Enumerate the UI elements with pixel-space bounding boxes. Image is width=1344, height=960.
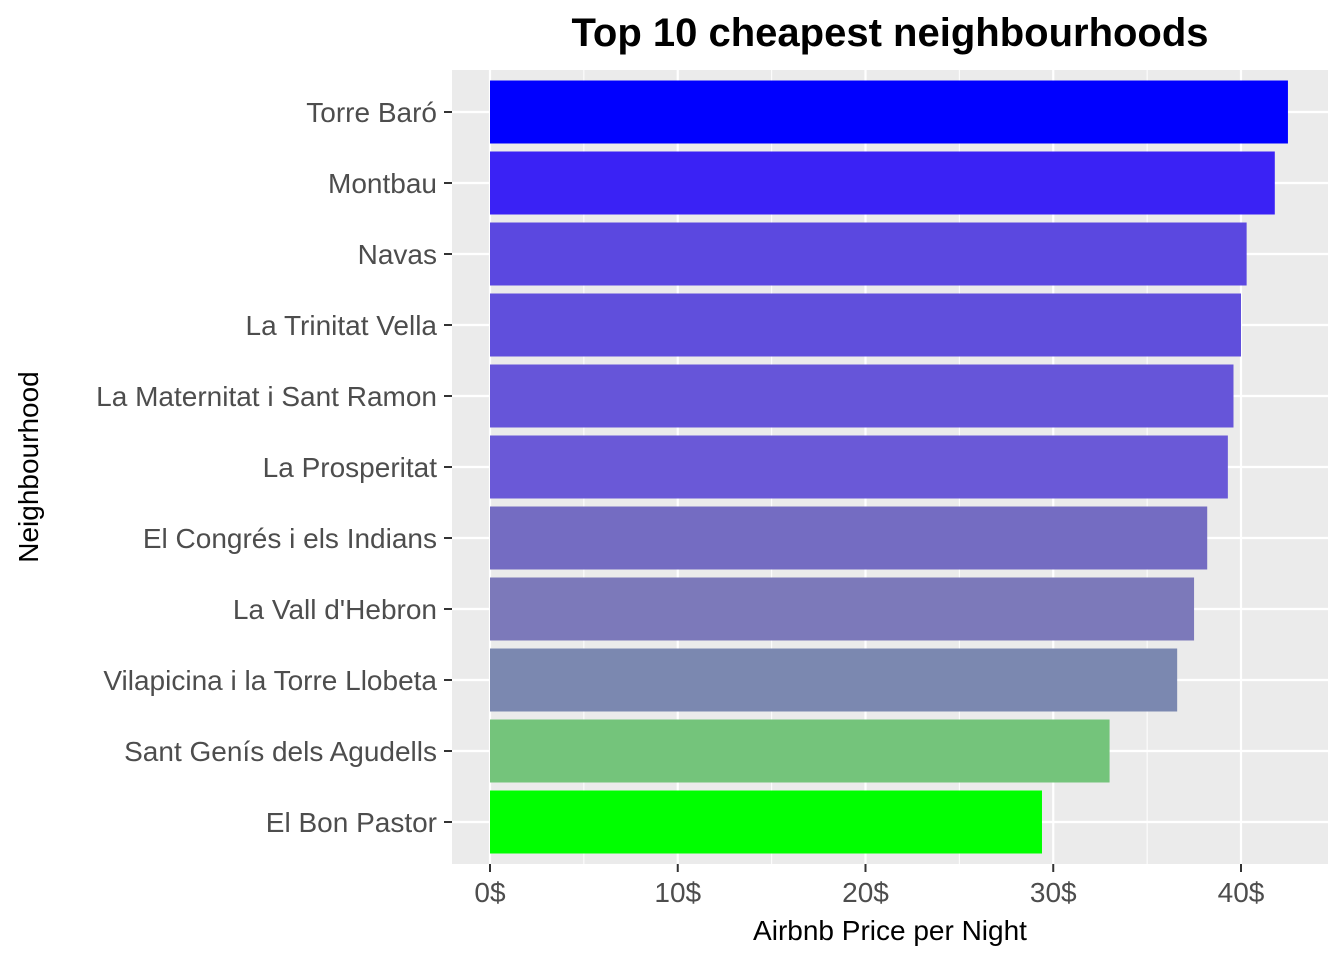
y-tick-label: La Prosperitat <box>263 452 438 483</box>
bar <box>490 719 1110 783</box>
bar <box>490 435 1228 499</box>
bar <box>490 648 1178 712</box>
y-tick-label: Vilapicina i la Torre Llobeta <box>103 665 437 696</box>
bar <box>490 790 1042 854</box>
y-tick-label: Torre Baró <box>306 97 437 128</box>
x-tick-label: 0$ <box>474 877 506 908</box>
bar <box>490 293 1241 357</box>
y-tick-label: La Trinitat Vella <box>246 310 438 341</box>
x-axis-ticks: 0$ 10$ 20$ 30$ 40$ <box>474 864 1265 908</box>
y-tick-label: El Congrés i els Indians <box>143 523 437 554</box>
y-tick-label: Navas <box>358 239 437 270</box>
bar <box>490 506 1208 570</box>
y-axis-ticks: Torre Baró Montbau Navas La Trinitat Vella L… <box>96 97 452 838</box>
x-axis-title: Airbnb Price per Night <box>753 915 1027 946</box>
y-tick-label: Montbau <box>328 168 437 199</box>
chart-title: Top 10 cheapest neighbourhoods <box>571 11 1208 55</box>
y-tick-label: La Maternitat i Sant Ramon <box>96 381 437 412</box>
bar <box>490 364 1234 428</box>
bar <box>490 151 1275 215</box>
x-tick-label: 30$ <box>1030 877 1077 908</box>
x-tick-label: 10$ <box>654 877 701 908</box>
y-tick-label: El Bon Pastor <box>266 807 437 838</box>
bar <box>490 80 1288 144</box>
x-tick-label: 20$ <box>842 877 889 908</box>
bars <box>490 80 1288 854</box>
y-tick-label: Sant Genís dels Agudells <box>124 736 437 767</box>
y-axis-title: Neighbourhood <box>13 371 44 563</box>
bar <box>490 222 1247 286</box>
y-tick-label: La Vall d'Hebron <box>233 594 437 625</box>
bar <box>490 577 1195 641</box>
x-tick-label: 40$ <box>1218 877 1265 908</box>
